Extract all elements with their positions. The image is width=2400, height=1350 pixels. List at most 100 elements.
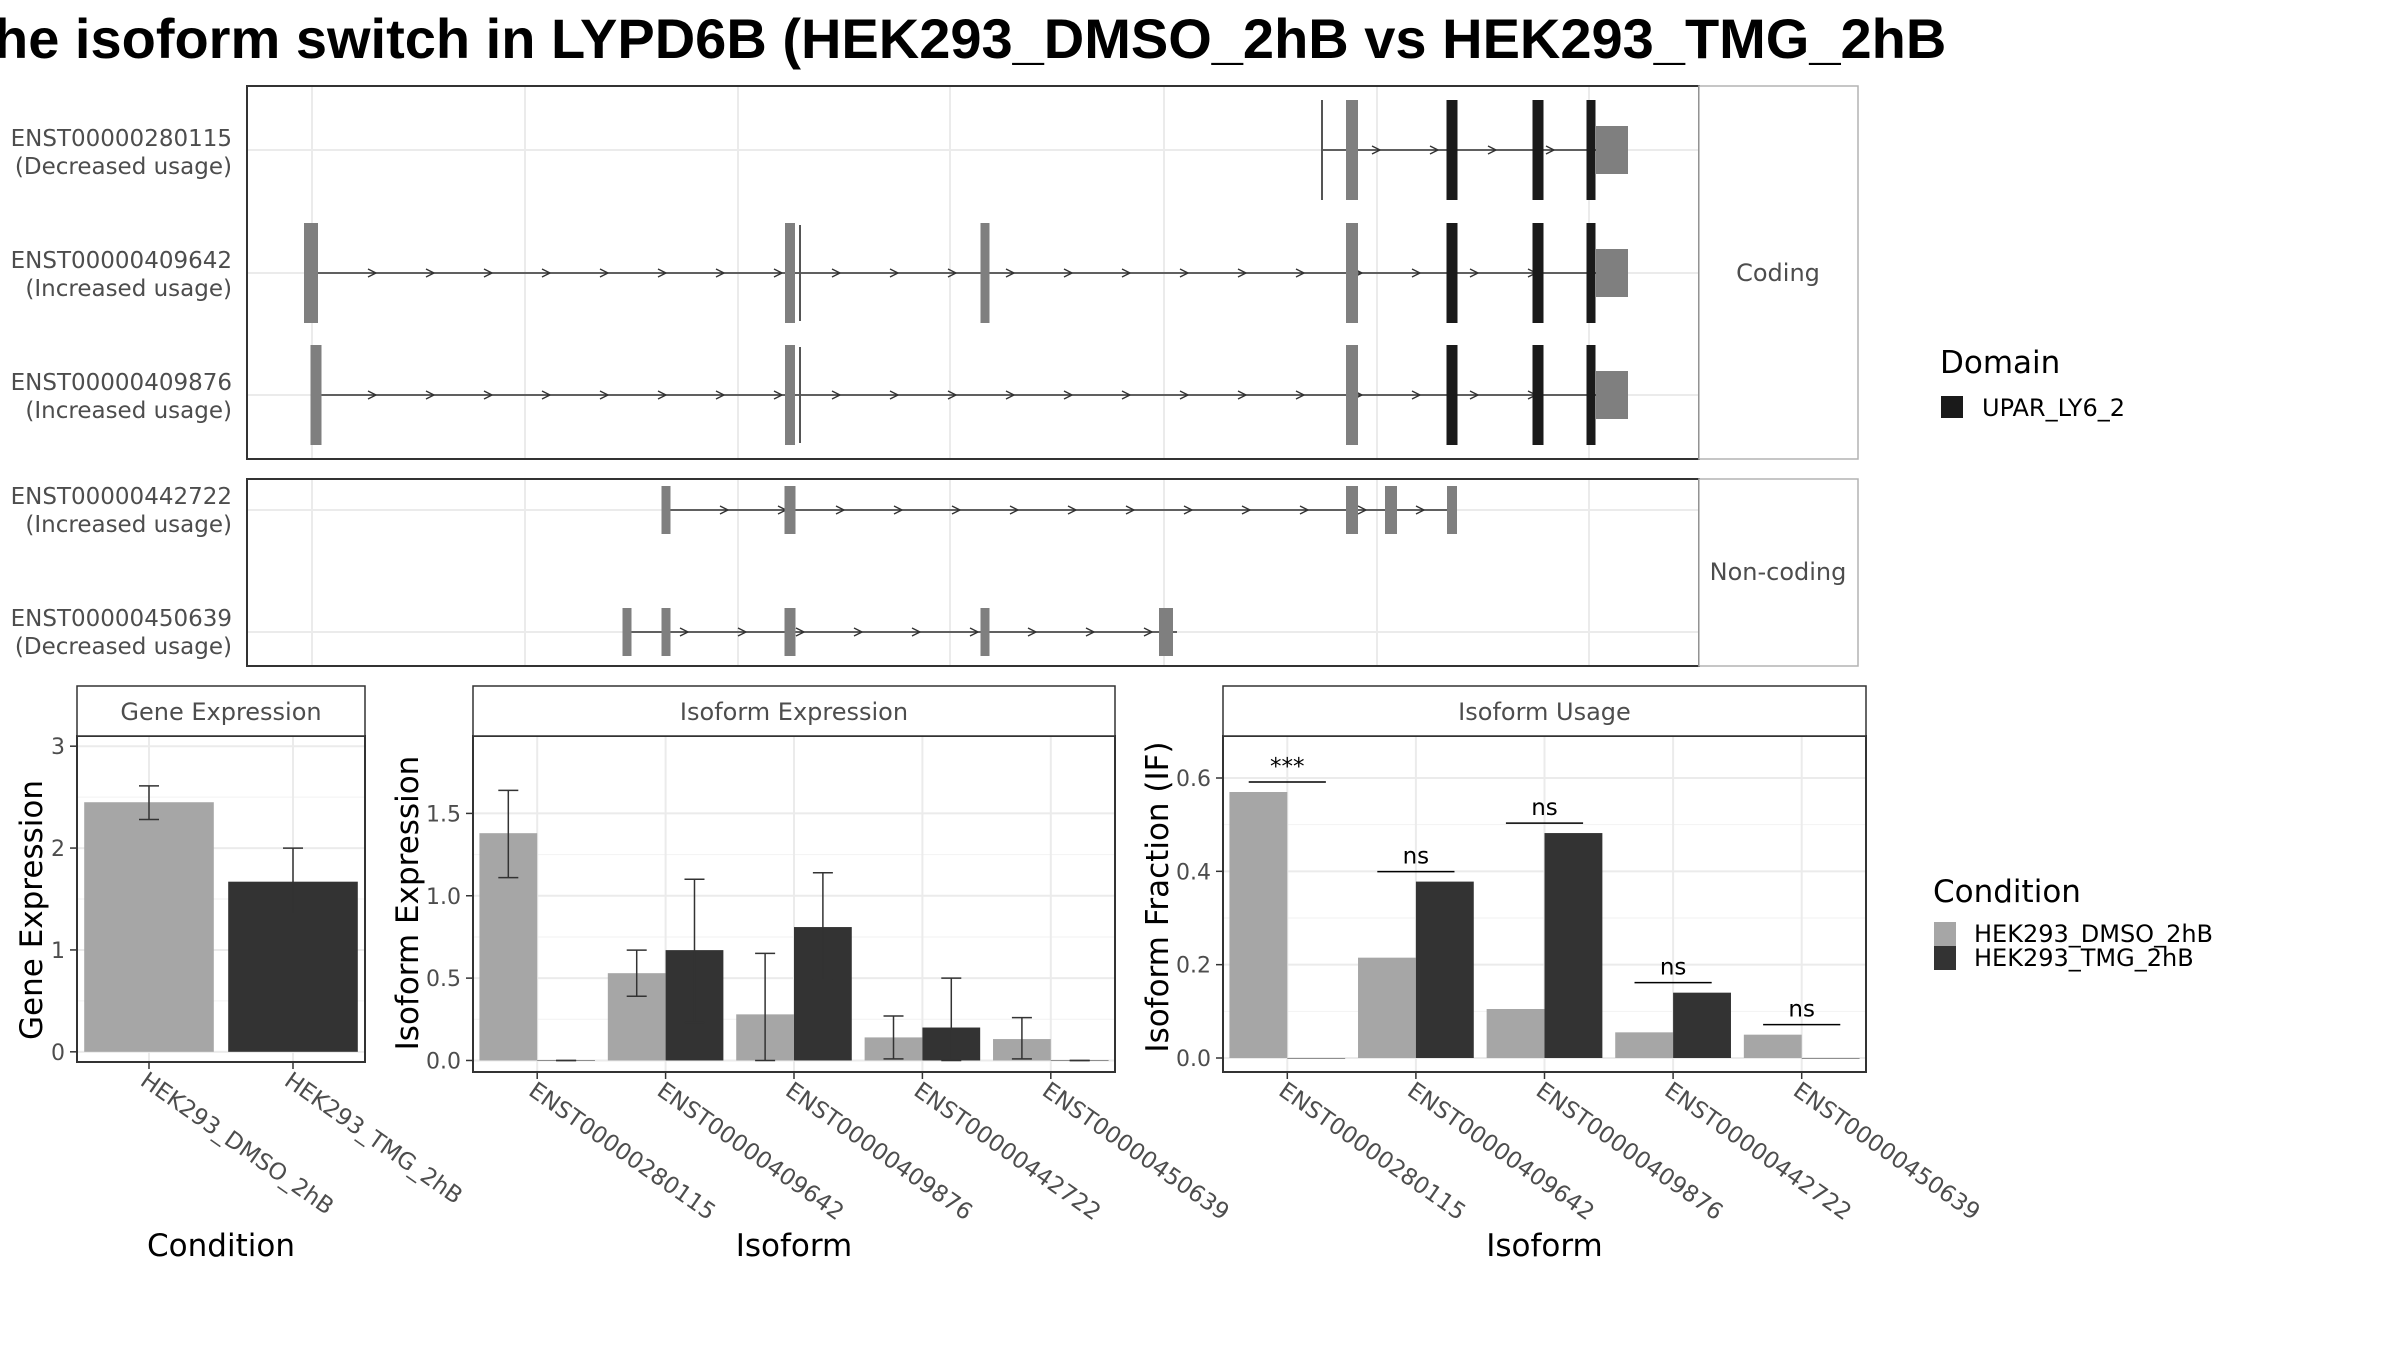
direction-arrow: [835, 505, 846, 515]
direction-arrow: [1357, 505, 1368, 515]
domain-exon: [1446, 223, 1458, 323]
domain-exon: [1586, 345, 1596, 445]
direction-arrow: [1237, 390, 1248, 400]
direction-arrow: [715, 390, 726, 400]
direction-arrow: [947, 390, 958, 400]
direction-arrow: [1179, 268, 1190, 278]
bar: [84, 802, 214, 1052]
domain-exon: [1586, 100, 1596, 200]
exon: [1346, 486, 1358, 534]
direction-arrow: [541, 268, 552, 278]
bar: [1673, 992, 1731, 1058]
direction-arrow: [889, 268, 900, 278]
exon: [310, 345, 322, 445]
direction-arrow: [367, 268, 378, 278]
bar: [1544, 833, 1603, 1058]
bar: [1415, 881, 1474, 1058]
utr-exon: [1596, 249, 1628, 297]
direction-arrow: [1241, 505, 1252, 515]
direction-arrow: [1415, 505, 1426, 515]
direction-arrow: [1411, 268, 1422, 278]
x-axis-title: Isoform: [736, 1228, 853, 1264]
tx-label-usage: (Increased usage): [25, 512, 232, 538]
direction-arrow: [599, 390, 610, 400]
condition-legend-label: HEK293_TMG_2hB: [1974, 944, 2194, 972]
exon: [622, 608, 632, 656]
x-axis-title: Condition: [147, 1228, 295, 1264]
domain-exon: [1532, 223, 1544, 323]
direction-arrow: [483, 390, 494, 400]
exon: [980, 608, 990, 656]
y-axis-title: Isoform Fraction (IF): [1140, 741, 1176, 1052]
domain-legend-title: Domain: [1940, 345, 2060, 381]
exon: [661, 608, 671, 656]
domain-exon: [1586, 223, 1596, 323]
direction-arrow: [425, 268, 436, 278]
bar: [1229, 792, 1288, 1058]
y-axis-title: Gene Expression: [14, 780, 50, 1040]
direction-arrow: [541, 390, 552, 400]
significance-label: ns: [1531, 795, 1558, 821]
y-tick-label: 1.0: [426, 885, 461, 910]
tx-label-id: ENST00000450639: [11, 606, 232, 632]
condition-legend-title: Condition: [1933, 874, 2081, 910]
exon: [785, 345, 795, 445]
y-tick-label: 0.5: [426, 967, 461, 992]
bar-charts: Gene Expression0123HEK293_DMSO_2hBHEK293…: [14, 685, 1984, 1264]
y-tick-label: 0.0: [426, 1049, 461, 1074]
y-tick-label: 0.2: [1176, 954, 1211, 979]
exon: [784, 486, 796, 534]
domain-exon: [1532, 100, 1544, 200]
exon: [661, 486, 671, 534]
direction-arrow: [773, 390, 784, 400]
direction-arrow: [483, 268, 494, 278]
noncoding-strip: [1698, 478, 1859, 667]
noncoding-strip-label: Non-coding: [1710, 558, 1847, 586]
direction-arrow: [773, 268, 784, 278]
exon: [784, 608, 796, 656]
significance-label: ns: [1788, 997, 1815, 1023]
direction-arrow: [1121, 390, 1132, 400]
transcript-panel-gridlines: [247, 86, 1699, 666]
direction-arrow: [1063, 268, 1074, 278]
direction-arrow: [737, 627, 748, 637]
condition-legend-label: HEK293_DMSO_2hB: [1974, 920, 2213, 948]
exon: [980, 223, 990, 323]
utr-exon: [1596, 371, 1628, 419]
domain-exon: [1446, 100, 1458, 200]
direction-arrow: [951, 505, 962, 515]
direction-arrow: [1027, 627, 1038, 637]
y-tick-label: 1: [51, 939, 65, 964]
direction-arrow: [1429, 145, 1440, 155]
direction-arrow: [1009, 505, 1020, 515]
direction-arrow: [1067, 505, 1078, 515]
significance-label: ***: [1270, 754, 1305, 780]
direction-arrow: [831, 390, 842, 400]
direction-arrow: [1371, 145, 1382, 155]
noncoding-panel-frame: [246, 478, 1700, 667]
tx-label-id: ENST00000409642: [11, 248, 232, 274]
coding-strip: [1698, 85, 1859, 460]
direction-arrow: [1005, 390, 1016, 400]
direction-arrow: [853, 627, 864, 637]
domain-exon: [1446, 345, 1458, 445]
y-tick-label: 0.6: [1176, 767, 1211, 792]
utr-exon: [1596, 126, 1628, 174]
exon: [1385, 486, 1397, 534]
panel-title: Isoform Expression: [680, 698, 908, 726]
direction-arrow: [969, 627, 980, 637]
exon: [1346, 345, 1358, 445]
y-tick-label: 0.0: [1176, 1047, 1211, 1072]
tx-label-usage: (Increased usage): [25, 276, 232, 302]
condition-legend-key-tmg: [1934, 946, 1956, 970]
tx-label-id: ENST00000409876: [11, 370, 232, 396]
direction-arrow: [1121, 268, 1132, 278]
direction-arrow: [1183, 505, 1194, 515]
condition-legend-key-dmso: [1934, 922, 1956, 946]
bar: [1486, 1009, 1545, 1058]
domain-legend-key: [1941, 396, 1963, 418]
direction-arrow: [1411, 390, 1422, 400]
direction-arrow: [1295, 390, 1306, 400]
bar: [1358, 957, 1416, 1058]
figure-title: he isoform switch in LYPD6B (HEK293_DMSO…: [0, 7, 1946, 70]
